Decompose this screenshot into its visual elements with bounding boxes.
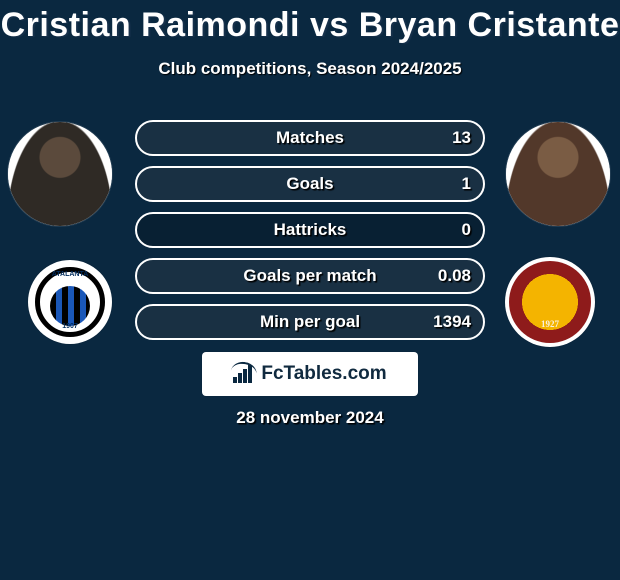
club-left-year: 1907 [62,323,78,330]
brand-box: FcTables.com [202,352,418,396]
club-left-name: ATALANTA [52,271,89,278]
club-badge-right: 1927 [505,257,595,347]
club-right-year: 1927 [541,319,559,329]
brand-chart-icon [233,365,255,383]
stat-label: Hattricks [137,220,483,240]
stat-label: Min per goal [137,312,483,332]
player-right-avatar [506,122,610,226]
stat-label: Goals per match [137,266,483,286]
club-badge-left: ATALANTA 1907 [28,260,112,344]
date-stamp: 28 november 2024 [0,408,620,428]
stat-value-right: 13 [452,128,471,148]
stat-row: Min per goal1394 [135,304,485,340]
player-left-avatar [8,122,112,226]
stat-value-right: 0 [462,220,471,240]
page-subtitle: Club competitions, Season 2024/2025 [0,59,620,79]
stat-label: Matches [137,128,483,148]
stat-label: Goals [137,174,483,194]
stat-row: Goals1 [135,166,485,202]
stat-value-right: 0.08 [438,266,471,286]
stat-row: Hattricks0 [135,212,485,248]
stat-row: Matches13 [135,120,485,156]
stats-container: Matches13 Goals1 Hattricks0 Goals per match… [135,120,485,350]
brand-text: FcTables.com [261,363,386,385]
page-title: Cristian Raimondi vs Bryan Cristante [0,0,620,45]
stat-row: Goals per match0.08 [135,258,485,294]
stat-value-right: 1394 [433,312,471,332]
stat-value-right: 1 [462,174,471,194]
